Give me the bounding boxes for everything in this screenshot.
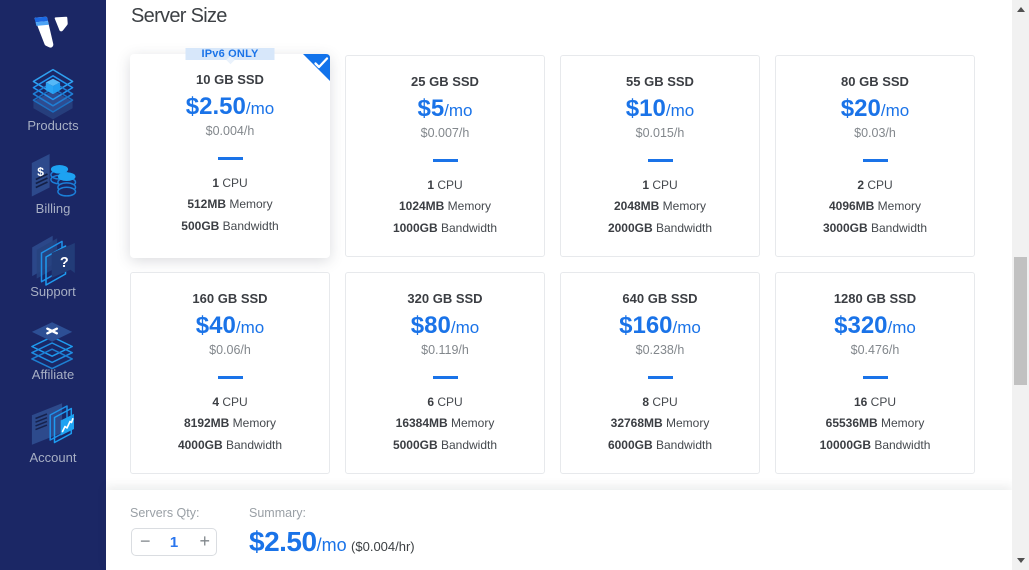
svg-text:$: $ xyxy=(37,165,44,179)
svg-text:?: ? xyxy=(60,255,69,271)
